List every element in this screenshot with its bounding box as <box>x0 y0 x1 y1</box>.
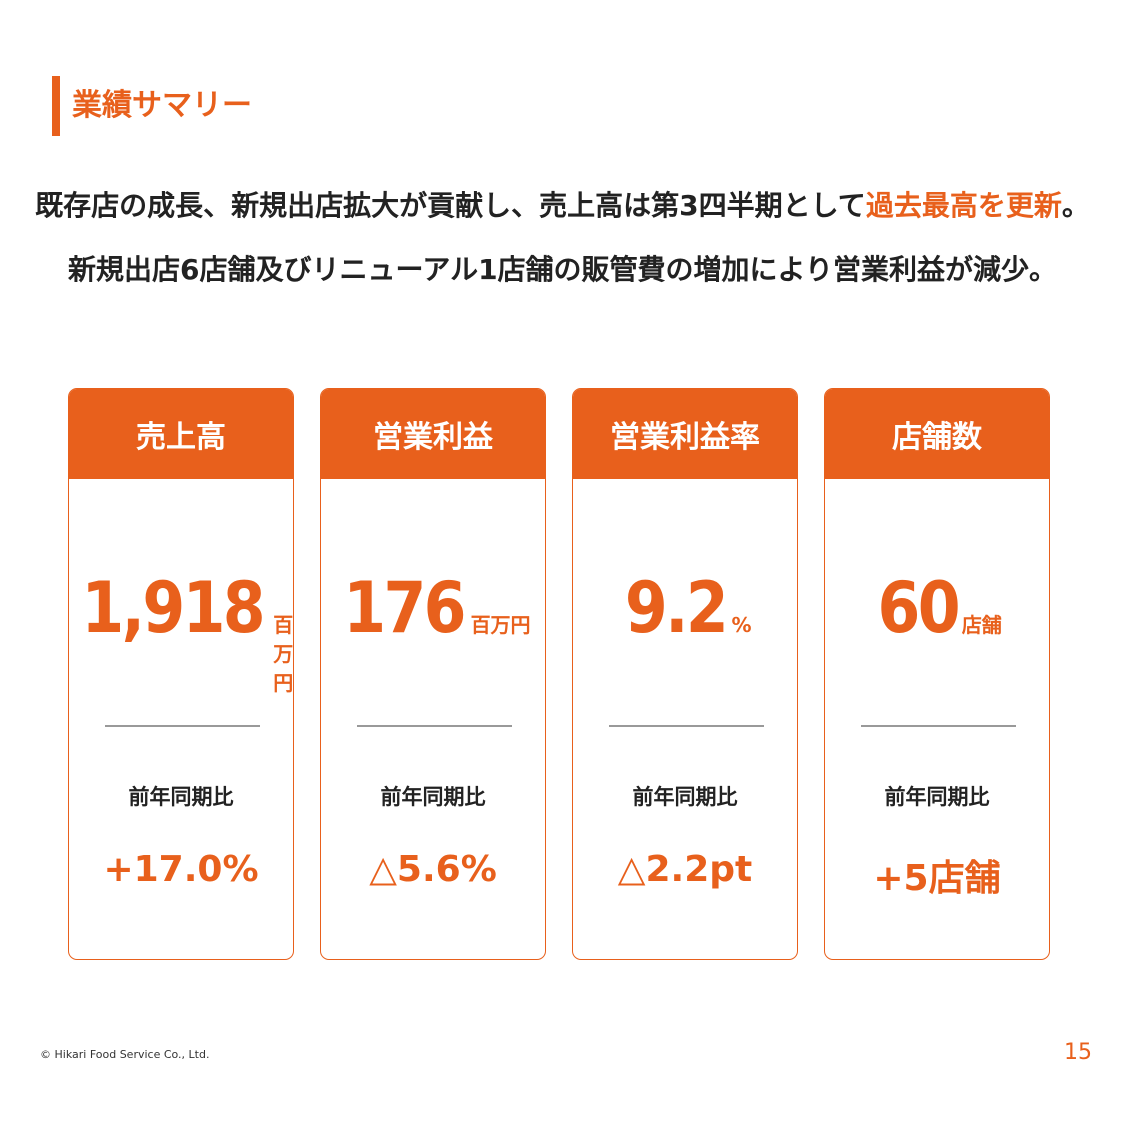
compare-label: 前年同期比 <box>128 785 234 809</box>
compare-label: 前年同期比 <box>632 785 738 809</box>
headline-end: 。 <box>1061 189 1090 222</box>
kpi-card: 売上高 1,918 百万円前年同期比 +17.0% <box>68 388 294 960</box>
value: 9.2 <box>625 567 729 649</box>
headline-text: 既存店の成長、新規出店拡大が貢献し、売上高は第3四半期として <box>35 189 866 222</box>
compare-label: 前年同期比 <box>884 785 990 809</box>
kpi-card: 店舗数 60 店舗前年同期比 +5店舗 <box>824 388 1050 960</box>
card-value: 1,918 百万円 <box>69 567 293 696</box>
title: 業績サマリー <box>72 88 252 123</box>
card-label: 売上高 <box>69 389 293 479</box>
unit: 店舗 <box>961 613 1002 637</box>
value: 60 <box>877 567 961 649</box>
divider <box>609 725 764 727</box>
card-value: 176 百万円 <box>321 567 545 649</box>
page-number: 15 <box>1064 1040 1092 1065</box>
value: 176 <box>343 567 467 649</box>
copyright: © Hikari Food Service Co., Ltd. <box>40 1048 210 1061</box>
divider <box>105 725 260 727</box>
headline-line: 新規出店6店舗及びリニューアル1店舗の販管費の増加により営業利益が減少。 <box>67 253 1057 286</box>
card-label: 店舗数 <box>825 389 1049 479</box>
headline-line: 既存店の成長、新規出店拡大が貢献し、売上高は第3四半期として過去最高を更新。 <box>0 186 1125 226</box>
divider <box>357 725 512 727</box>
kpi-card: 営業利益 176 百万円前年同期比 △5.6% <box>320 388 546 960</box>
change: +17.0% <box>103 849 259 890</box>
value: 1,918 <box>81 567 265 649</box>
kpi-card: 営業利益率 9.2% 前年同期比 △2.2pt <box>572 388 798 960</box>
unit: 百万円 <box>273 613 294 695</box>
card-label: 営業利益率 <box>573 389 797 479</box>
compare-label: 前年同期比 <box>380 785 486 809</box>
title-bar <box>52 76 60 136</box>
change: +5店舗 <box>873 858 1001 899</box>
headline-highlight: 過去最高を更新 <box>865 189 1062 222</box>
change: △5.6% <box>369 849 497 890</box>
card-value: 9.2% <box>573 567 797 649</box>
divider <box>861 725 1016 727</box>
unit: 百万円 <box>470 613 531 637</box>
card-label: 営業利益 <box>321 389 545 479</box>
card-value: 60 店舗 <box>825 567 1049 649</box>
unit: % <box>731 613 752 637</box>
change: △2.2pt <box>617 849 753 890</box>
